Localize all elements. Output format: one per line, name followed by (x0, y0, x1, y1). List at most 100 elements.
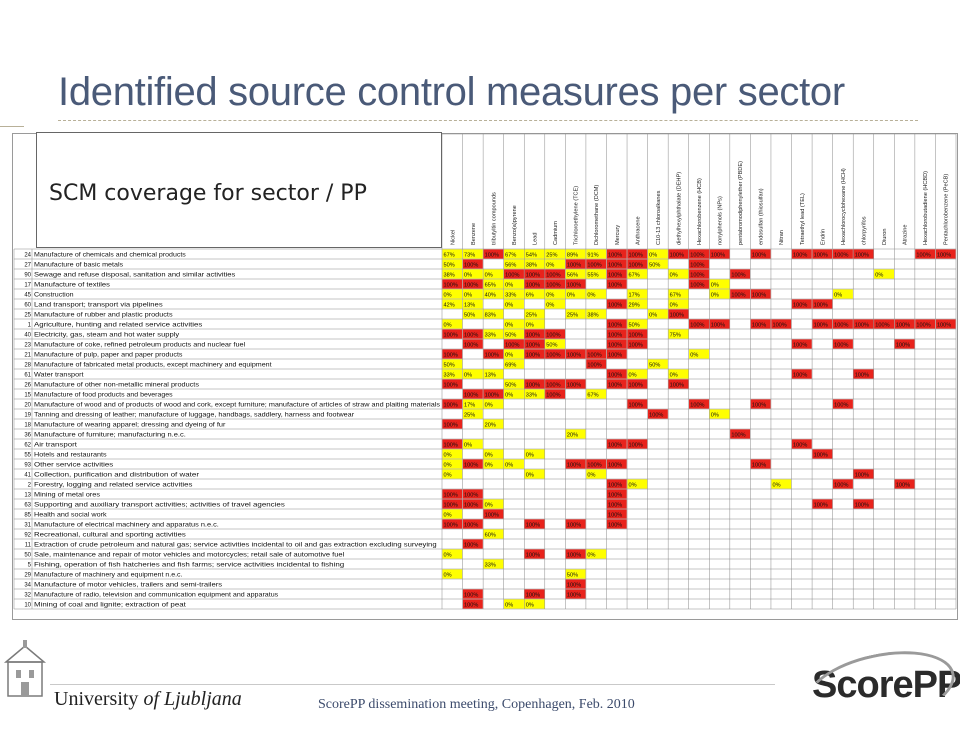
cell-value: 100% (526, 522, 540, 528)
row-sector: Sale, maintenance and repair of motor ve… (34, 552, 344, 558)
table-cell (606, 369, 627, 379)
table-cell (442, 499, 463, 509)
table-cell (462, 269, 483, 279)
column-header: Endrin (820, 229, 826, 245)
cell-value: 100% (793, 342, 807, 348)
table-cell (442, 379, 463, 389)
cell-value: 100% (526, 352, 540, 358)
table-cell (483, 459, 504, 469)
cell-value: 100% (464, 502, 478, 508)
table-cell (586, 459, 607, 469)
cell-value: 100% (608, 342, 622, 348)
table-cell (442, 329, 463, 339)
table-cell (545, 249, 566, 259)
cell-value: 33% (485, 332, 496, 338)
cell-value: 100% (629, 342, 643, 348)
table-cell (462, 599, 483, 609)
table-cell (606, 259, 627, 269)
cell-value: 0% (485, 502, 493, 508)
table-cell (668, 269, 689, 279)
cell-value: 100% (444, 442, 458, 448)
table-cell (647, 259, 668, 269)
cell-value: 100% (834, 252, 848, 258)
university-italic: of Ljubljana (143, 688, 242, 710)
table-cell (627, 439, 648, 449)
table-cell (524, 519, 545, 529)
cell-value: 0% (587, 472, 595, 478)
cell-value: 50% (444, 262, 455, 268)
column-header: Dichloromethane (DCM) (594, 185, 600, 245)
table-cell (606, 479, 627, 489)
cell-value: 100% (526, 332, 540, 338)
row-sector: Manufacture of food products and beverag… (34, 392, 173, 398)
cell-value: 100% (711, 322, 725, 328)
table-cell (894, 479, 915, 489)
cell-value: 100% (670, 382, 684, 388)
cell-value: 73% (464, 252, 475, 258)
cell-value: 100% (752, 252, 766, 258)
cell-value: 100% (772, 322, 786, 328)
table-cell (462, 369, 483, 379)
table-cell (442, 289, 463, 299)
table-cell (750, 459, 771, 469)
table-cell (812, 299, 833, 309)
table-cell (668, 369, 689, 379)
column-header: pentabromodiphenylether (PBDE) (738, 161, 744, 245)
cell-value: 0% (505, 602, 513, 608)
column-header: tributyltin compounds (491, 192, 497, 245)
row-code: 10 (24, 602, 31, 608)
cell-value: 100% (587, 462, 601, 468)
cell-value: 0% (587, 292, 595, 298)
column-header: Diuron (882, 229, 888, 245)
table-cell (545, 349, 566, 359)
cell-value: 100% (546, 272, 560, 278)
row-code: 29 (24, 572, 31, 578)
table-cell (791, 249, 812, 259)
cell-value: 29% (629, 302, 640, 308)
cell-value: 0% (464, 442, 472, 448)
table-cell (442, 349, 463, 359)
column-header: Hexachlorobenzene (HCB) (697, 178, 703, 245)
table-cell (750, 399, 771, 409)
cell-value: 100% (485, 252, 499, 258)
cell-value: 100% (711, 252, 725, 258)
cell-value: 100% (855, 322, 869, 328)
table-cell (462, 299, 483, 309)
row-sector: Agriculture, hunting and related service… (34, 322, 202, 328)
cell-value: 100% (731, 272, 745, 278)
cell-value: 100% (834, 322, 848, 328)
cell-value: 100% (629, 402, 643, 408)
cell-value: 100% (567, 352, 581, 358)
table-cell (483, 529, 504, 539)
cell-value: 100% (567, 552, 581, 558)
column-header: C10-13 chloroalkanes (656, 190, 662, 245)
cell-value: 100% (464, 542, 478, 548)
row-sector: Manufacture of radio, television and com… (34, 592, 278, 598)
table-cell (730, 429, 751, 439)
table-cell (524, 329, 545, 339)
table-cell (627, 339, 648, 349)
table-cell (565, 589, 586, 599)
table-cell (606, 379, 627, 389)
cell-value: 100% (629, 332, 643, 338)
column-header: Benzo(a)pyrene (512, 205, 518, 245)
row-sector: Manufacture of basic metals (34, 262, 123, 268)
cell-value: 100% (608, 372, 622, 378)
table-cell (565, 269, 586, 279)
table-cell (606, 499, 627, 509)
cell-value: 100% (546, 332, 560, 338)
cell-value: 100% (444, 352, 458, 358)
cell-value: 0% (670, 302, 678, 308)
column-header: chlorpyrifos (861, 216, 867, 245)
table-cell (442, 269, 463, 279)
row-sector: Land transport; transport via pipelines (34, 302, 163, 308)
cell-value: 50% (546, 342, 557, 348)
column-header: diethylhexylphthalate (DEHP) (676, 172, 682, 245)
footer-divider (50, 684, 775, 685)
row-sector: Manufacture of pulp, paper and paper pro… (34, 352, 183, 358)
table-cell (524, 469, 545, 479)
cell-value: 0% (485, 462, 493, 468)
cell-value: 100% (485, 512, 499, 518)
table-cell (627, 379, 648, 389)
column-header: endosulfan (thiosulfan) (759, 188, 765, 245)
